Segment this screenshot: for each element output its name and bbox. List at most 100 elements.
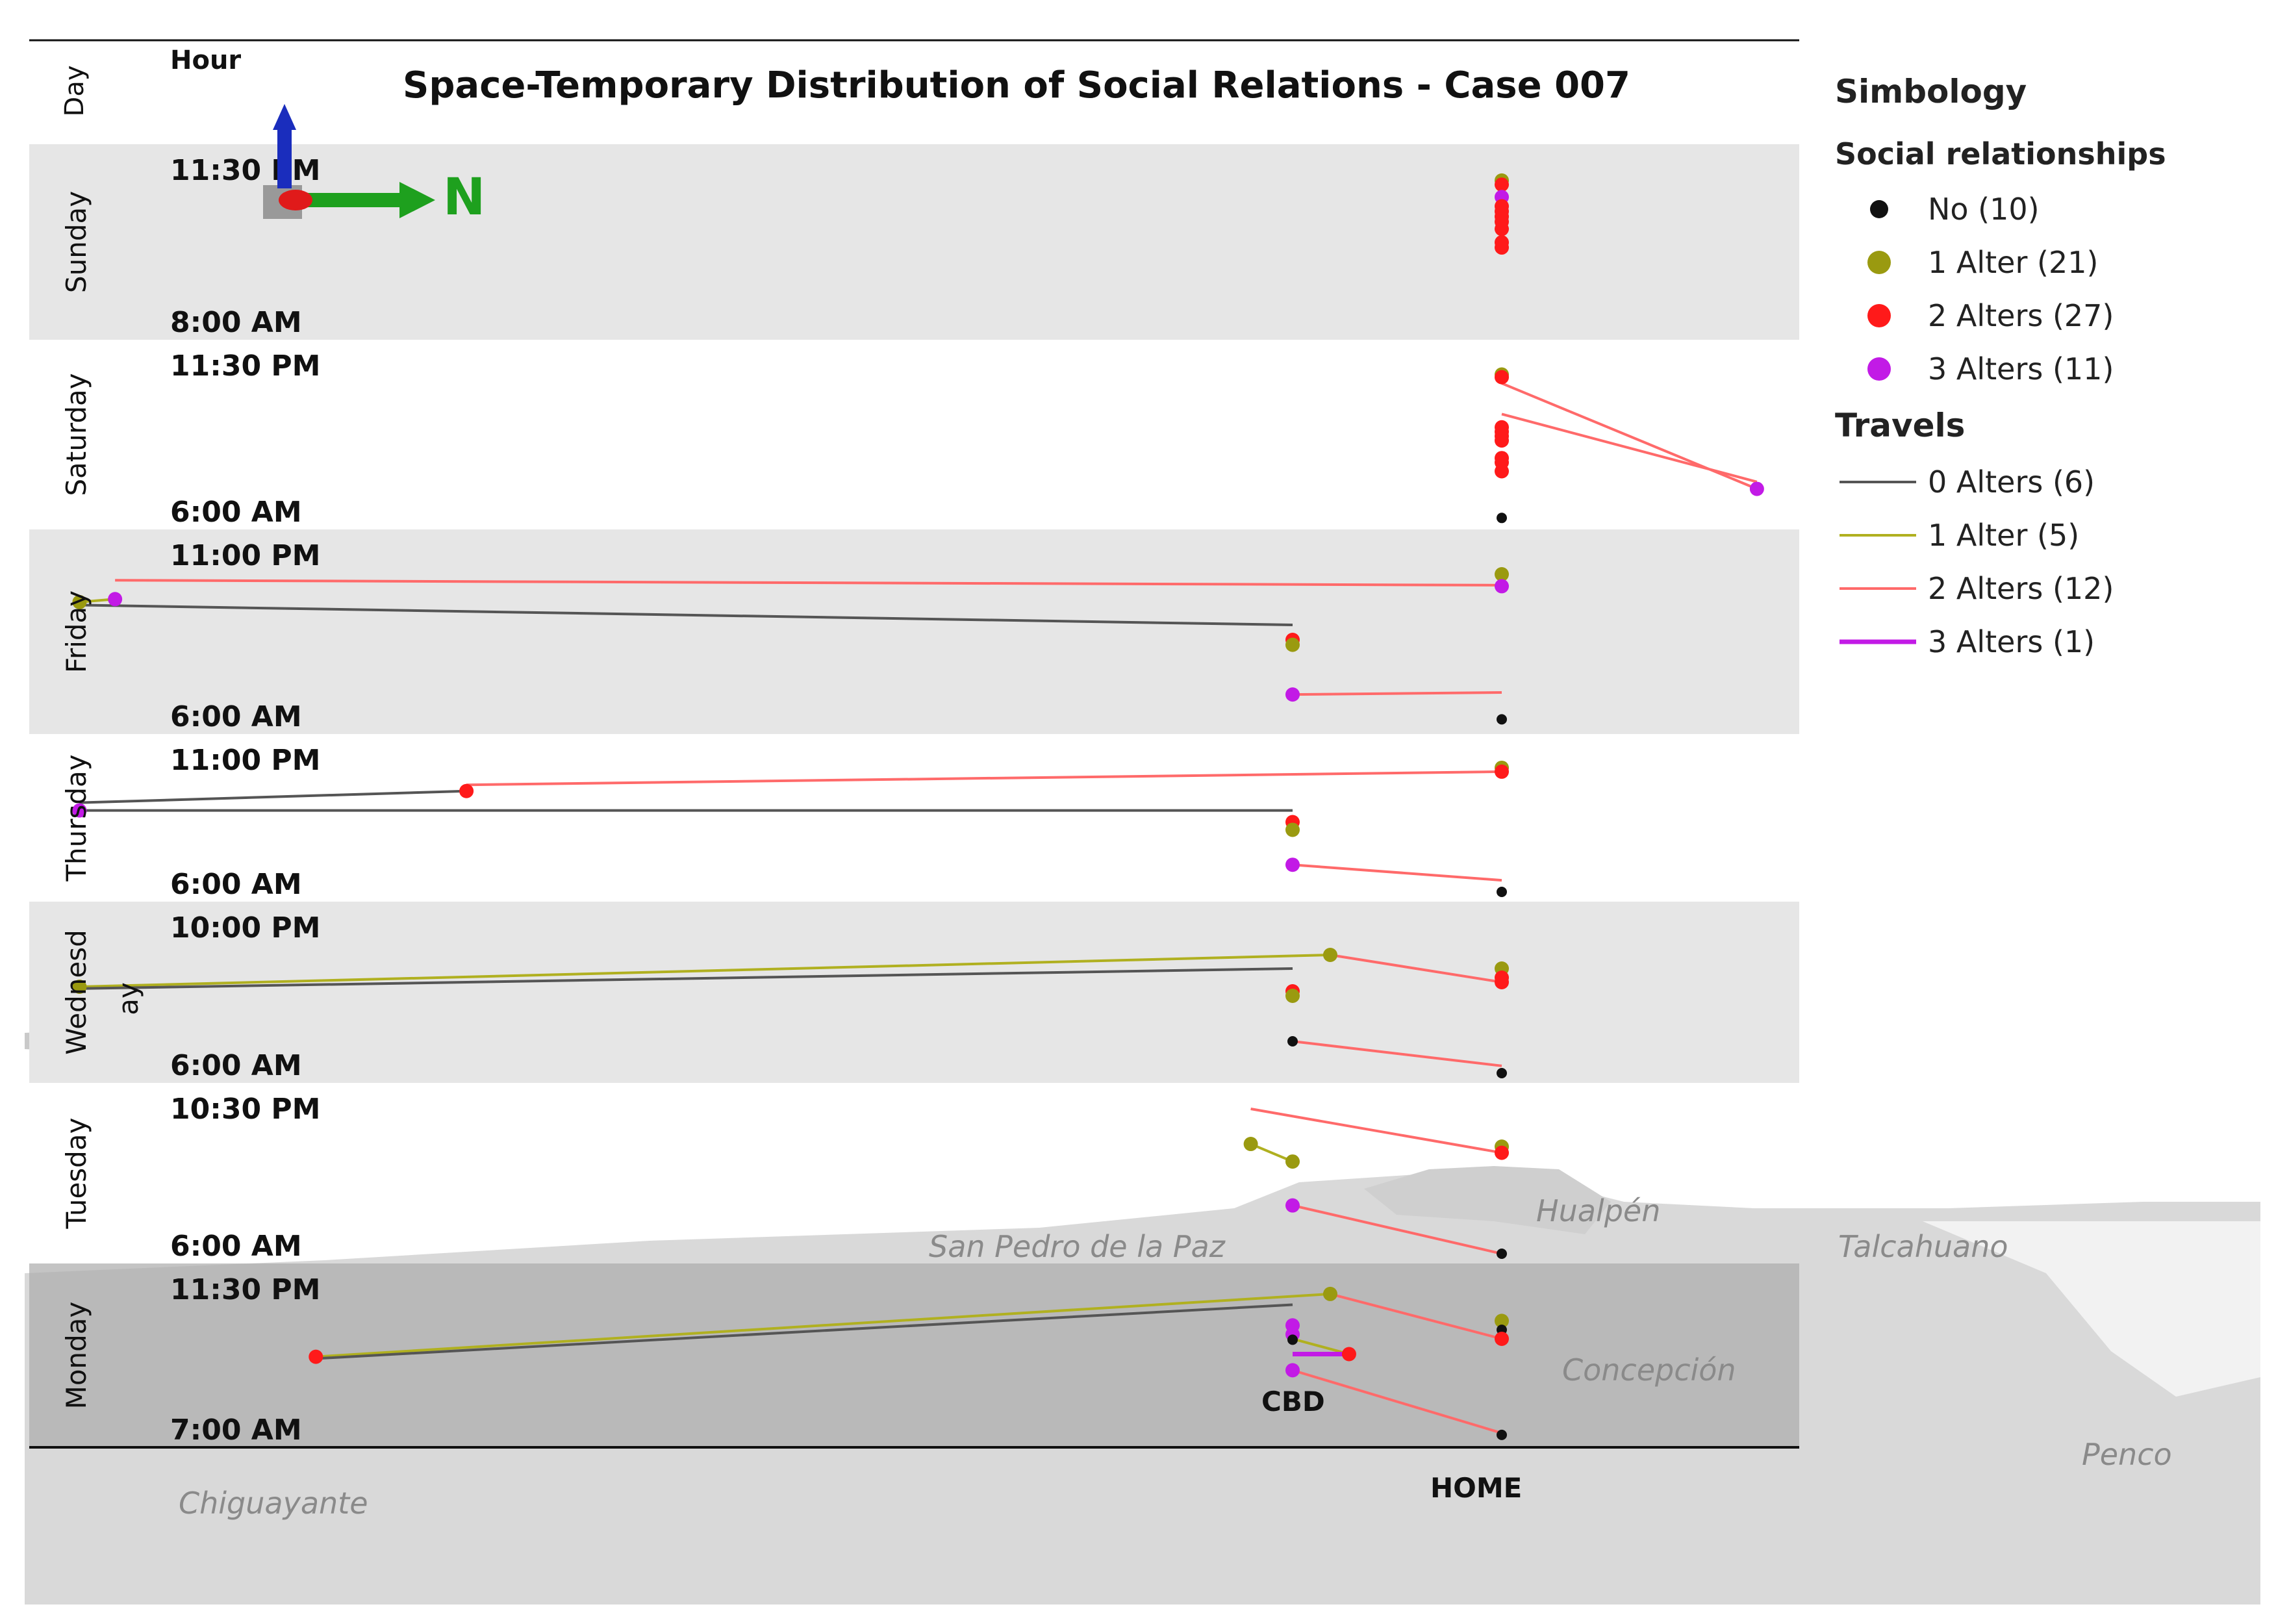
hour-start-thursday: 6:00 AM <box>170 868 302 901</box>
point-62 <box>1497 1429 1507 1440</box>
day-label-wednesday: Wednesd <box>60 930 92 1055</box>
legend-point-marker-one <box>1867 251 1891 274</box>
legend-point-label-no: No (10) <box>1928 192 2040 227</box>
point-58 <box>1287 1334 1298 1345</box>
travel-line-22 <box>1292 1369 1502 1435</box>
point-41 <box>72 980 87 994</box>
hour-start-sunday: 8:00 AM <box>170 306 302 339</box>
hour-header: Hour <box>170 45 241 75</box>
point-52 <box>1322 1286 1337 1301</box>
point-31 <box>459 783 474 798</box>
point-51 <box>1497 1249 1507 1259</box>
legend-title: Simbology <box>1835 73 2027 110</box>
legend-point-marker-two <box>1867 304 1891 327</box>
point-11 <box>1495 370 1509 385</box>
band-wednesday <box>29 902 1799 1083</box>
basemap-bay <box>1923 1221 2260 1397</box>
day-label-monday: Monday <box>60 1302 92 1410</box>
point-40 <box>1495 975 1509 989</box>
point-61 <box>1285 1363 1300 1378</box>
point-26 <box>1285 637 1300 652</box>
day-label-saturday: Saturday <box>60 373 92 496</box>
travel-line-14 <box>1250 1108 1502 1154</box>
map-label-3: Concepción <box>1562 1352 1736 1388</box>
legend-lines-header: Travels <box>1835 407 1965 444</box>
hour-start-saturday: 6:00 AM <box>170 496 302 529</box>
point-60 <box>1341 1347 1356 1362</box>
place-label-home: HOME <box>1430 1472 1522 1504</box>
orientation-gizmo: N <box>263 104 485 227</box>
travel-line-1 <box>1501 412 1758 483</box>
travel-line-2 <box>115 579 1502 587</box>
hour-start-friday: 6:00 AM <box>170 700 302 733</box>
legend-point-marker-no <box>1870 200 1888 218</box>
point-36 <box>1497 887 1507 897</box>
travel-line-15 <box>1250 1143 1293 1163</box>
legend-line-label-two: 2 Alters (12) <box>1928 571 2114 606</box>
map-label-0: San Pedro de la Paz <box>929 1229 1226 1264</box>
legend-point-label-one: 1 Alter (21) <box>1928 245 2098 280</box>
point-21 <box>1495 567 1509 582</box>
day-label-sunday: Sunday <box>60 191 92 293</box>
legend: Simbology Social relationships No (10) 1 … <box>1835 73 2166 659</box>
point-44 <box>1287 1036 1298 1047</box>
travel-line-5 <box>1292 691 1502 696</box>
band-friday <box>29 529 1799 734</box>
place-label-cbd: CBD <box>1261 1386 1325 1417</box>
travel-line-20 <box>1292 1338 1350 1356</box>
point-23 <box>108 592 123 607</box>
hour-end-tuesday: 10:30 PM <box>170 1093 320 1126</box>
hour-start-tuesday: 6:00 AM <box>170 1230 302 1263</box>
hour-end-monday: 11:30 PM <box>170 1273 320 1306</box>
travel-line-16 <box>1292 1204 1502 1255</box>
day-label-friday: Friday <box>60 590 92 673</box>
map-label-1: Hualpén <box>1536 1193 1660 1228</box>
travel-line-11 <box>79 967 1293 990</box>
map-label-5: Chiguayante <box>179 1486 368 1521</box>
point-1 <box>1495 177 1509 192</box>
map-label-2: Talcahuano <box>1838 1229 2008 1264</box>
point-47 <box>1495 1145 1509 1160</box>
north-label: N <box>443 168 485 227</box>
day-header: Day <box>60 66 90 117</box>
point-18 <box>1495 464 1509 479</box>
point-59 <box>309 1349 323 1364</box>
point-22 <box>1495 579 1509 594</box>
point-30 <box>1495 764 1509 779</box>
travel-line-12 <box>1330 954 1502 983</box>
hour-end-friday: 11:00 PM <box>170 539 320 572</box>
hour-end-thursday: 11:00 PM <box>170 744 320 777</box>
travel-line-7 <box>79 789 467 804</box>
legend-points-header: Social relationships <box>1835 136 2166 171</box>
point-49 <box>1285 1154 1300 1169</box>
point-53 <box>1495 1313 1509 1328</box>
day-label-wednesday-wrap: ay <box>112 982 144 1015</box>
travel-line-4 <box>79 603 1293 627</box>
point-34 <box>1285 822 1300 837</box>
hour-start-monday: 7:00 AM <box>170 1414 302 1447</box>
travel-line-13 <box>1292 1040 1502 1067</box>
travel-line-19 <box>1330 1292 1502 1340</box>
point-19 <box>1497 513 1507 524</box>
point-32 <box>72 803 87 818</box>
point-45 <box>1497 1068 1507 1078</box>
legend-line-label-three: 3 Alters (1) <box>1928 624 2095 659</box>
travel-line-6 <box>466 770 1502 787</box>
point-28 <box>1497 714 1507 725</box>
point-37 <box>1322 948 1337 962</box>
day-label-thursday: Thursday <box>60 754 92 882</box>
hour-end-sunday: 11:30 PM <box>170 154 320 187</box>
hour-end-saturday: 11:30 PM <box>170 349 320 383</box>
day-label-tuesday: Tuesday <box>60 1118 92 1230</box>
travel-line-10 <box>79 954 1331 988</box>
point-27 <box>1285 687 1300 702</box>
point-43 <box>1285 989 1300 1003</box>
travel-line-0 <box>1501 382 1758 490</box>
point-35 <box>1285 857 1300 872</box>
gizmo-up-arrowhead <box>273 104 296 130</box>
map-label-4: Penco <box>2082 1437 2172 1472</box>
point-7 <box>1495 222 1509 236</box>
travel-line-17 <box>316 1292 1331 1358</box>
point-20 <box>1749 481 1764 496</box>
